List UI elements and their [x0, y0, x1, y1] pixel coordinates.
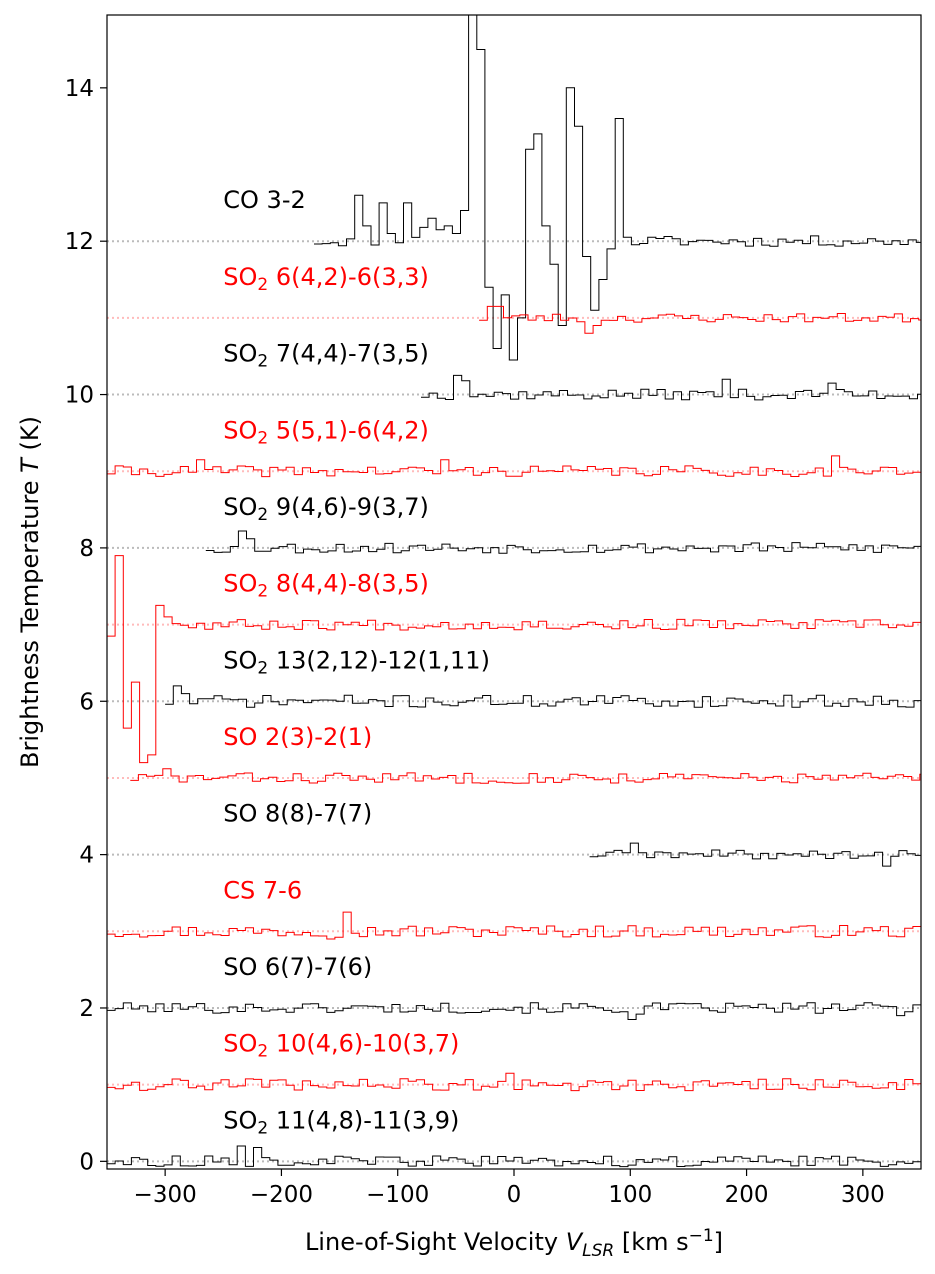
x-tick-label-0: −300: [134, 1182, 197, 1208]
series-label-sub-2: 2: [257, 352, 268, 372]
series-label-main-6: SO: [223, 646, 257, 674]
series-label-rest-5: 8(4,4)-8(3,5): [268, 570, 429, 598]
series-label-sub-6: 2: [257, 658, 268, 678]
y-tick-label-3: 6: [79, 689, 94, 715]
series-label-main-3: SO: [223, 416, 257, 444]
series-label-main-5: SO: [223, 570, 257, 598]
spectrum-trace-0: [314, 14, 921, 361]
x-tick-label-4: 100: [608, 1182, 652, 1208]
y-tick-label-4: 8: [79, 536, 94, 562]
y-tick-label-0: 0: [79, 1149, 94, 1175]
series-label-main-8: SO 8(8)-7(7): [223, 800, 372, 828]
series-label-rest-12: 11(4,8)-11(3,9): [268, 1106, 459, 1134]
x-tick-label-5: 200: [725, 1182, 769, 1208]
series-label-sub-12: 2: [257, 1118, 268, 1138]
series-label-main-7: SO 2(3)-2(1): [223, 723, 372, 751]
series-label-sub-5: 2: [257, 582, 268, 602]
y-axis-label-prefix: Brightness Temperature: [16, 473, 44, 768]
x-tick-label-6: 300: [841, 1182, 885, 1208]
series-label-6: SO2 13(2,12)-12(1,11): [223, 646, 490, 678]
series-label-main-4: SO: [223, 493, 257, 521]
series-label-rest-4: 9(4,6)-9(3,7): [268, 493, 429, 521]
series-label-5: SO2 8(4,4)-8(3,5): [223, 570, 429, 602]
x-tick-label-2: −100: [366, 1182, 429, 1208]
series-label-main-1: SO: [223, 263, 257, 291]
series-label-2: SO2 7(4,4)-7(3,5): [223, 340, 429, 372]
series-label-8: SO 8(8)-7(7): [223, 800, 372, 828]
y-axis-label-suffix: (K): [16, 416, 44, 458]
spectrum-trace-8: [589, 842, 921, 867]
series-label-rest-11: 10(4,6)-10(3,7): [268, 1030, 459, 1058]
spectrum-trace-5: [107, 555, 921, 764]
series-label-rest-2: 7(4,4)-7(3,5): [268, 340, 429, 368]
y-axis-label: Brightness Temperature T (K): [16, 416, 44, 768]
series-label-main-11: SO: [223, 1030, 257, 1058]
x-axis-label: Line-of-Sight Velocity VLSR [km s−1]: [305, 1226, 723, 1261]
series-label-4: SO2 9(4,6)-9(3,7): [223, 493, 429, 525]
x-axis-label-sub: LSR: [582, 1241, 614, 1261]
series-label-sub-1: 2: [257, 275, 268, 295]
series-label-7: SO 2(3)-2(1): [223, 723, 372, 751]
spectrum-trace-4: [205, 530, 921, 554]
series-label-main-9: CS 7-6: [223, 876, 302, 904]
spectrum-trace-9: [107, 911, 921, 940]
series-label-sub-3: 2: [257, 428, 268, 448]
series-label-sub-4: 2: [257, 505, 268, 525]
x-axis-label-prefix: Line-of-Sight Velocity: [305, 1228, 566, 1256]
series-label-12: SO2 11(4,8)-11(3,9): [223, 1106, 459, 1138]
series-label-rest-6: 13(2,12)-12(1,11): [268, 646, 490, 674]
series-label-3: SO2 5(5,1)-6(4,2): [223, 416, 429, 448]
x-axis-label-units-sup: −1: [689, 1226, 714, 1246]
series-label-main-10: SO 6(7)-7(6): [223, 953, 372, 981]
series-label-main-12: SO: [223, 1106, 257, 1134]
x-axis-label-units-close: ]: [714, 1228, 723, 1256]
x-axis-ticks: −300 −200 −100 0 100 200 300: [134, 1169, 885, 1208]
series-label-rest-1: 6(4,2)-6(3,3): [268, 263, 429, 291]
x-axis-label-units: [km s: [614, 1228, 688, 1256]
series-label-main-2: SO: [223, 340, 257, 368]
spectrum-trace-2: [421, 374, 921, 401]
spectrum-trace-3: [107, 455, 921, 478]
spectrum-trace-7: [130, 768, 921, 784]
y-axis-ticks: 0 2 4 6 8 10 12 14: [65, 76, 107, 1175]
series-label-sub-11: 2: [257, 1042, 268, 1062]
y-tick-label-6: 12: [65, 229, 94, 255]
spectrum-trace-12: [107, 1145, 921, 1168]
x-tick-label-1: −200: [250, 1182, 313, 1208]
y-tick-label-2: 4: [79, 843, 94, 869]
spectrum-trace-6: [165, 685, 921, 708]
spectral-traces: [107, 14, 921, 1168]
x-axis-label-var: V: [566, 1228, 584, 1256]
x-tick-label-3: 0: [507, 1182, 522, 1208]
series-label-11: SO2 10(4,6)-10(3,7): [223, 1030, 459, 1062]
baselines: [107, 240, 921, 1163]
y-tick-label-7: 14: [65, 76, 94, 102]
series-label-rest-3: 5(5,1)-6(4,2): [268, 416, 429, 444]
spectrum-trace-10: [107, 1002, 921, 1020]
series-label-9: CS 7-6: [223, 876, 302, 904]
spectrum-trace-11: [107, 1072, 921, 1092]
series-label-1: SO2 6(4,2)-6(3,3): [223, 263, 429, 295]
series-label-10: SO 6(7)-7(6): [223, 953, 372, 981]
y-tick-label-5: 10: [65, 383, 94, 409]
series-label-main-0: CO 3-2: [223, 186, 305, 214]
y-axis-label-var: T: [16, 456, 44, 473]
series-label-0: CO 3-2: [223, 186, 305, 214]
spectrum-trace-1: [479, 305, 921, 334]
y-tick-label-1: 2: [79, 996, 94, 1022]
